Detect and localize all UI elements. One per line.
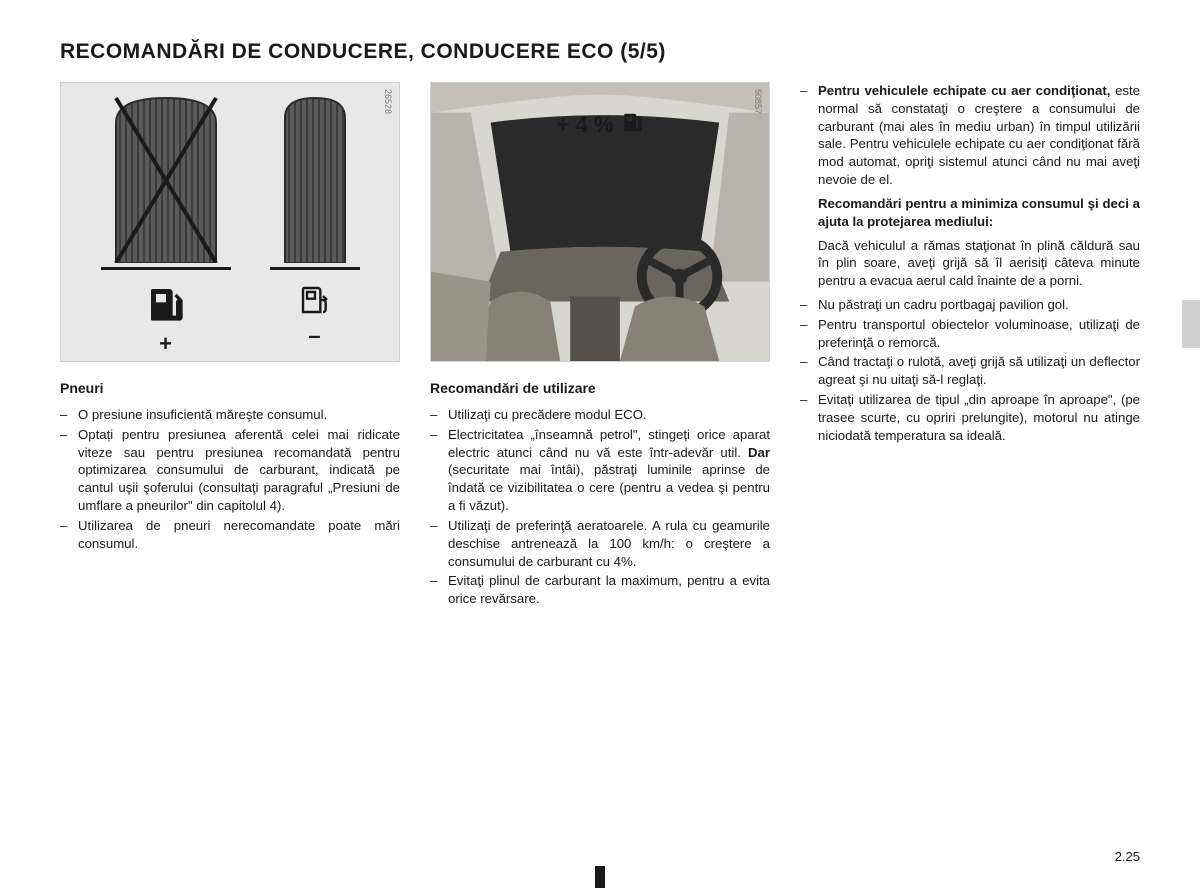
fuel-pump-icon bbox=[621, 111, 643, 139]
baseline-narrow bbox=[270, 267, 360, 270]
col2-heading: Recomandări de utilizare bbox=[430, 380, 770, 396]
list-item: Utilizaţi de preferinţă aeratoarele. A r… bbox=[430, 517, 770, 570]
text-run: (securitate mai întâi), păstraţi luminil… bbox=[448, 462, 770, 513]
col3-list: Nu păstraţi un cadru portbagaj pavilion … bbox=[800, 296, 1140, 445]
tire-narrow-col: – bbox=[270, 93, 360, 349]
list-item: Evitaţi plinul de carburant la maximum, … bbox=[430, 572, 770, 608]
title-main: RECOMANDĂRI DE CONDUCERE, CONDUCERE ECO bbox=[60, 40, 614, 63]
page-number: 2.25 bbox=[1115, 849, 1140, 864]
text-run: este normal să constataţi o creştere a c… bbox=[818, 83, 1140, 187]
list-item: Nu păstraţi un cadru portbagaj pavilion … bbox=[800, 296, 1140, 314]
tire-narrow-icon bbox=[280, 93, 350, 263]
text-bold: Recomandări pentru a minimiza consumul ş… bbox=[818, 196, 1140, 229]
minus-sign: – bbox=[308, 323, 320, 349]
plus-sign: + bbox=[159, 331, 172, 357]
pump-small-group: – bbox=[299, 284, 331, 349]
column-3: Pentru vehiculele echipate cu aer condiţ… bbox=[800, 82, 1140, 610]
list-item: O presiune insuficientă măreşte consumul… bbox=[60, 406, 400, 424]
fuel-pump-icon bbox=[146, 284, 186, 329]
col3-rec-para: Dacă vehiculul a rămas staţionat în plin… bbox=[800, 237, 1140, 290]
figure-ref-interior: 50857 bbox=[753, 89, 763, 114]
page-title: RECOMANDĂRI DE CONDUCERE, CONDUCERE ECO … bbox=[60, 40, 1140, 64]
list-item: Optați pentru presiunea aferentă celei m… bbox=[60, 426, 400, 515]
tire-illustration: + – bbox=[61, 83, 399, 361]
list-item: Utilizarea de pneuri nerecomandate poate… bbox=[60, 517, 400, 553]
list-item: Pentru transportul obiectelor voluminoas… bbox=[800, 316, 1140, 352]
col3-ac-list: Pentru vehiculele echipate cu aer condiţ… bbox=[800, 82, 1140, 189]
text-run: Electricitatea „înseamnă petrol", stinge… bbox=[448, 427, 770, 460]
title-page-indicator: (5/5) bbox=[620, 40, 666, 63]
list-item: Electricitatea „înseamnă petrol", stinge… bbox=[430, 426, 770, 515]
figure-car-interior: 50857 bbox=[430, 82, 770, 362]
figure-ref-tires: 26528 bbox=[383, 89, 393, 114]
column-2: 50857 bbox=[430, 82, 770, 610]
list-item: Când tractaţi o rulotă, aveţi grijă să u… bbox=[800, 353, 1140, 389]
percent-overlay: + 4 % bbox=[557, 111, 644, 139]
col3-rec-heading: Recomandări pentru a minimiza consumul ş… bbox=[800, 195, 1140, 231]
pump-big-group: + bbox=[146, 284, 186, 357]
page-tab-marker bbox=[1182, 300, 1200, 348]
list-item: Utilizaţi cu precădere modul ECO. bbox=[430, 406, 770, 424]
col2-list: Utilizaţi cu precădere modul ECO. Electr… bbox=[430, 406, 770, 608]
text-bold: Dar bbox=[748, 445, 770, 460]
tire-wide-col: + bbox=[101, 93, 231, 357]
tire-wide-icon bbox=[111, 93, 221, 263]
percent-text: + 4 % bbox=[557, 112, 614, 138]
col1-heading: Pneuri bbox=[60, 380, 400, 396]
fuel-pump-icon bbox=[299, 284, 331, 321]
list-item: Evitaţi utilizarea de tipul „din aproape… bbox=[800, 391, 1140, 444]
figure-tires: 26528 bbox=[60, 82, 400, 362]
content-columns: 26528 bbox=[60, 82, 1140, 610]
footer-tick-mark bbox=[595, 866, 605, 888]
col1-list: O presiune insuficientă măreşte consumul… bbox=[60, 406, 400, 553]
list-item: Pentru vehiculele echipate cu aer condiţ… bbox=[800, 82, 1140, 189]
text-bold: Pentru vehiculele echipate cu aer condiţ… bbox=[818, 83, 1110, 98]
baseline-wide bbox=[101, 267, 231, 270]
column-1: 26528 bbox=[60, 82, 400, 610]
